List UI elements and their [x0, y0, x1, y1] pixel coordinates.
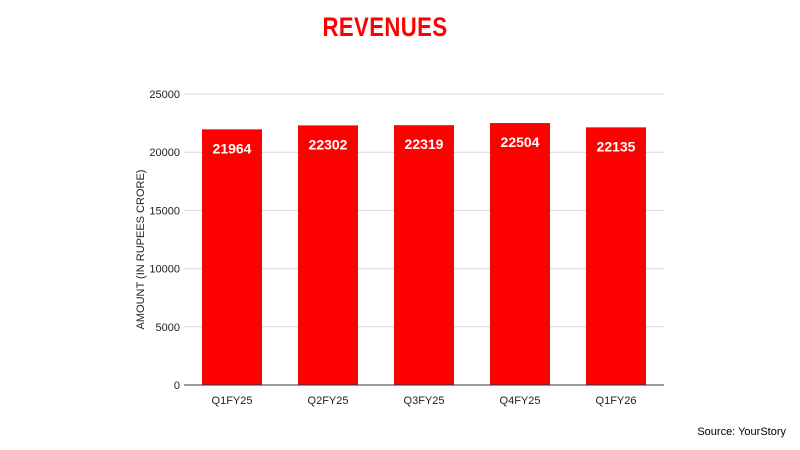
bar-q1fy25 [202, 129, 262, 385]
x-tick-label: Q1FY25 [212, 395, 253, 407]
y-axis-label: AMOUNT (IN RUPEES CRORE) [135, 170, 147, 330]
y-tick-label: 25000 [149, 89, 180, 101]
y-tick-label: 15000 [149, 205, 180, 217]
bars [202, 123, 646, 385]
source-note: Source: YourStory [697, 426, 786, 438]
x-tick-label: Q2FY25 [308, 395, 349, 407]
y-tick-label: 10000 [149, 264, 180, 276]
y-tick-label: 20000 [149, 147, 180, 159]
y-axis-ticks: 0 5000 10000 15000 20000 25000 [149, 89, 180, 392]
bar-q4fy25 [490, 123, 550, 385]
y-tick-label: 5000 [156, 322, 180, 334]
chart-title: REVENUES [322, 12, 448, 42]
x-tick-label: Q1FY26 [596, 395, 637, 407]
data-label: 21964 [213, 140, 252, 156]
x-axis-ticks: Q1FY25 Q2FY25 Q3FY25 Q4FY25 Q1FY26 [212, 395, 637, 407]
data-labels: 21964 22302 22319 22504 22135 [213, 134, 636, 156]
x-tick-label: Q3FY25 [404, 395, 445, 407]
data-label: 22504 [501, 134, 540, 150]
data-label: 22302 [309, 136, 348, 152]
data-label: 22319 [405, 136, 444, 152]
y-tick-label: 0 [174, 380, 180, 392]
bar-q2fy25 [298, 125, 358, 385]
x-tick-label: Q4FY25 [500, 395, 541, 407]
bar-q1fy26 [586, 127, 646, 385]
data-label: 22135 [597, 138, 636, 154]
bar-q3fy25 [394, 125, 454, 385]
